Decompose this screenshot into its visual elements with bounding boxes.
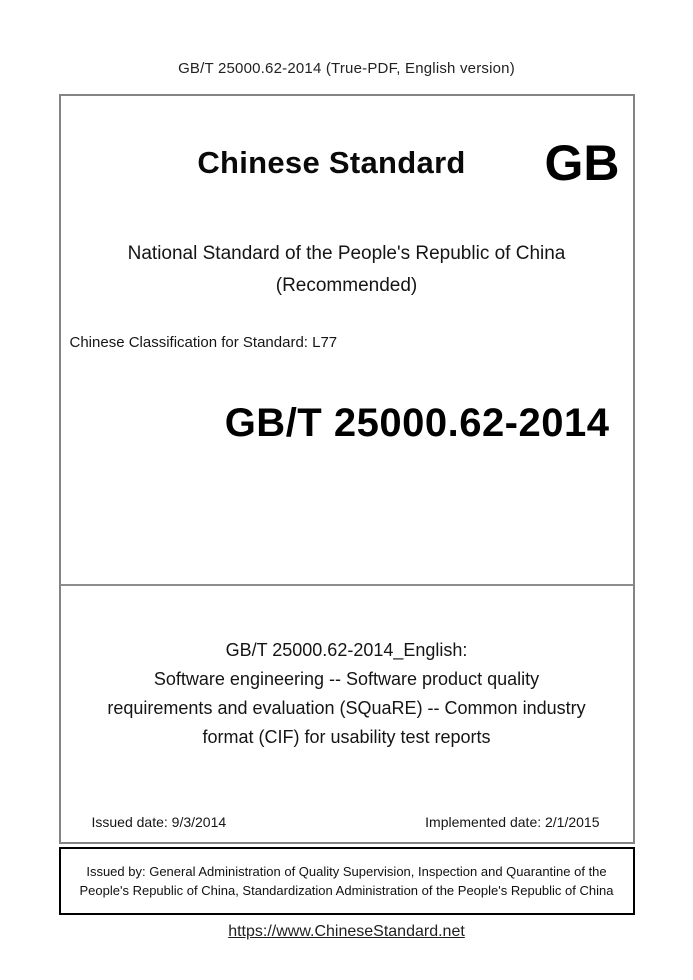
issued-by-text: Issued by: General Administration of Qua… <box>79 864 614 898</box>
cover-box-bottom-section: GB/T 25000.62-2014_English: Software eng… <box>61 586 633 842</box>
document-header: GB/T 25000.62-2014 (True-PDF, English ve… <box>178 60 515 77</box>
standard-number: GB/T 25000.62-2014 <box>224 401 610 445</box>
english-title-line: GB/T 25000.62-2014_English: <box>225 640 468 660</box>
cover-box: Chinese Standard GB National Standard of… <box>58 94 635 844</box>
recommended-line: (Recommended) <box>275 275 418 296</box>
cover-box-top-section: Chinese Standard GB National Standard of… <box>60 134 633 586</box>
national-standard-block: National Standard of the People's Republ… <box>61 238 633 302</box>
implemented-date: Implemented date: 2/1/2015 <box>425 814 600 830</box>
national-standard-line: National Standard of the People's Republ… <box>127 243 566 264</box>
footer: https://www.ChineseStandard.net <box>0 923 693 941</box>
brand-title: Chinese Standard <box>197 145 466 180</box>
classification-line: Chinese Classification for Standard: L77 <box>69 334 338 351</box>
gb-logo: GB <box>544 135 620 191</box>
website-link[interactable]: https://www.ChineseStandard.net <box>228 923 465 940</box>
brand-row: Chinese Standard GB <box>61 134 633 192</box>
issued-date: Issued date: 9/3/2014 <box>91 814 227 830</box>
issuer-box: Issued by: General Administration of Qua… <box>58 847 635 915</box>
english-title-block: GB/T 25000.62-2014_English: Software eng… <box>61 636 633 752</box>
english-title-line: Software engineering -- Software product… <box>153 669 540 689</box>
dates-row: Issued date: 9/3/2014 Implemented date: … <box>61 814 633 830</box>
english-title-line: requirements and evaluation (SQuaRE) -- … <box>107 698 586 718</box>
english-title-line: format (CIF) for usability test reports <box>202 727 491 747</box>
